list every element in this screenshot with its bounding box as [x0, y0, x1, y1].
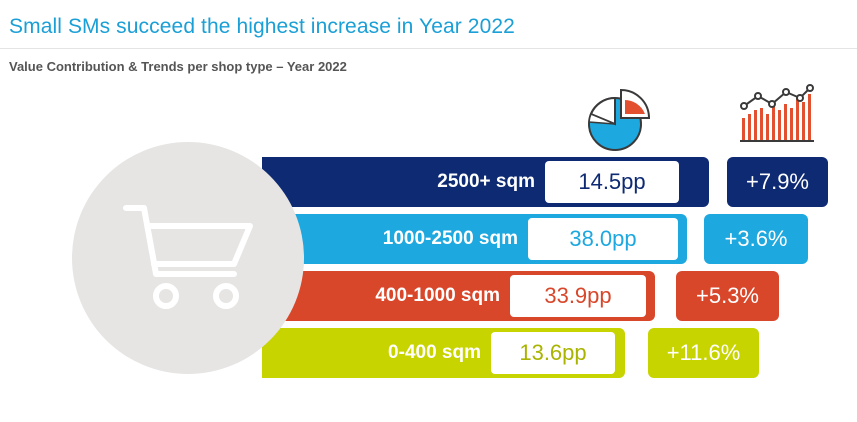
pie-chart-icon: [585, 84, 660, 159]
trend-badge: +5.3%: [676, 271, 779, 321]
page-subtitle: Value Contribution & Trends per shop typ…: [9, 59, 347, 74]
value-contribution: 14.5pp: [545, 161, 679, 203]
shopping-cart-icon: [123, 205, 253, 309]
page-title: Small SMs succeed the highest increase i…: [9, 15, 515, 38]
shop-type-band: 400-1000 sqm 33.9pp: [262, 271, 655, 321]
cart-badge: [72, 142, 304, 374]
bar-line-trend-icon: [738, 84, 814, 151]
value-contribution: 33.9pp: [510, 275, 646, 317]
shop-type-band: 1000-2500 sqm 38.0pp: [262, 214, 687, 264]
shop-type-label: 1000-2500 sqm: [382, 228, 518, 249]
value-contribution: 38.0pp: [528, 218, 678, 260]
value-contribution: 13.6pp: [491, 332, 615, 374]
shop-type-band: 2500+ sqm 14.5pp: [262, 157, 709, 207]
trend-badge: +11.6%: [648, 328, 759, 378]
shop-type-band: 0-400 sqm 13.6pp: [262, 328, 625, 378]
shop-type-label: 400-1000 sqm: [375, 285, 500, 306]
trend-badge: +3.6%: [704, 214, 808, 264]
shop-type-label: 2500+ sqm: [437, 171, 535, 192]
shop-type-label: 0-400 sqm: [388, 342, 481, 363]
title-divider: [0, 48, 857, 49]
trend-badge: +7.9%: [727, 157, 828, 207]
